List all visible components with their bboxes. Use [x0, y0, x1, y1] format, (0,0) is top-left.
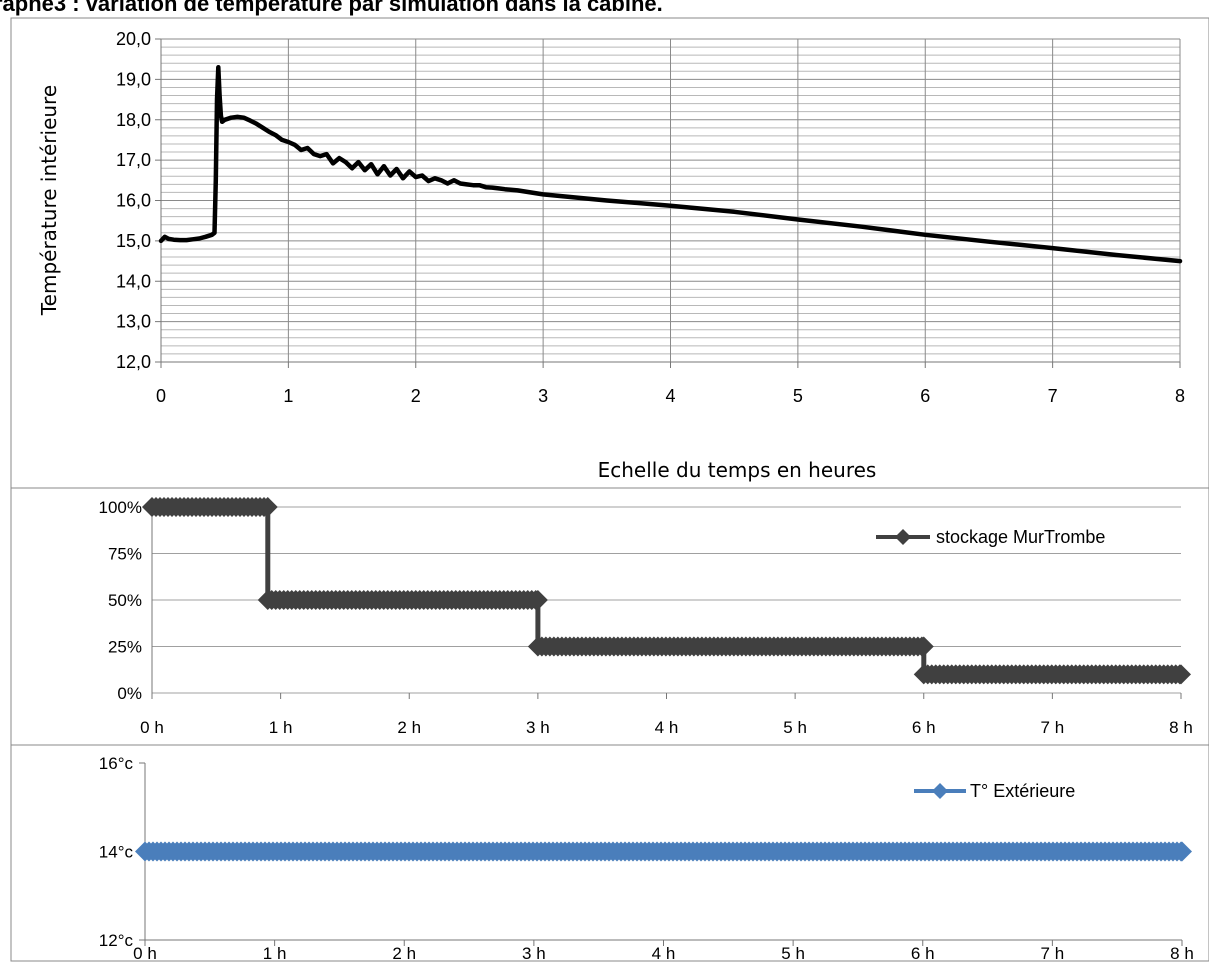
x-tick-label: 6 h — [911, 944, 935, 962]
x-tick-label: 5 h — [783, 718, 807, 737]
x-tick-label: 8 h — [1169, 718, 1193, 737]
x-tick-label: 7 h — [1041, 944, 1065, 962]
x-tick-label: 3 h — [522, 944, 546, 962]
legend-swatch-marker — [932, 783, 948, 799]
x-tick-label: 6 h — [912, 718, 936, 737]
data-point-marker — [257, 497, 278, 517]
chart1-frame — [10, 17, 1209, 489]
chart3-frame — [10, 744, 1209, 962]
x-tick-label: 7 h — [1041, 718, 1065, 737]
x-tick-label: 6 — [920, 386, 930, 406]
legend-label: stockage MurTrombe — [936, 527, 1105, 547]
chart2-ticks: 0% 25% 50% 75% 100% 0 h 1 h 2 h 3 h 4 h 5 h 6 h 7 h 8… — [99, 498, 1193, 737]
x-tick-label: 5 h — [781, 944, 805, 962]
chart1-y-axis-label: Température intérieure — [37, 85, 61, 316]
y-tick-label: 75% — [108, 545, 142, 564]
chart2-legend: stockage MurTrombe — [876, 527, 1105, 547]
x-tick-label: 2 — [411, 386, 421, 406]
x-tick-label: 5 — [793, 386, 803, 406]
data-point-marker — [913, 636, 934, 657]
y-tick-label: 14,0 — [116, 271, 151, 291]
chart2-grid — [151, 506, 1182, 699]
data-point-marker — [1171, 664, 1191, 685]
y-tick-label: 14°c — [99, 843, 134, 862]
y-tick-label: 12°c — [99, 931, 134, 950]
data-point-marker — [527, 590, 548, 610]
x-tick-label: 8 — [1175, 386, 1185, 406]
x-tick-label: 2 h — [397, 718, 421, 737]
y-tick-label: 18,0 — [116, 110, 151, 130]
x-tick-label: 0 — [156, 386, 166, 406]
chart1-x-axis-label: Echelle du temps en heures — [598, 458, 877, 482]
y-tick-label: 15,0 — [116, 231, 151, 251]
chart3-ticks: 12°c 14°c 16°c 0 h 1 h 2 h 3 h 4 h 5 h 6 h 7 h 8 h — [99, 754, 1194, 962]
y-tick-label: 100% — [99, 498, 142, 517]
x-tick-label: 4 h — [655, 718, 679, 737]
y-tick-label: 19,0 — [116, 69, 151, 89]
x-tick-label: 7 — [1048, 386, 1058, 406]
y-tick-label: 16,0 — [116, 191, 151, 211]
y-tick-label: 20,0 — [116, 29, 151, 49]
x-tick-label: 8 h — [1170, 944, 1194, 962]
x-tick-label: 0 h — [133, 944, 157, 962]
y-tick-label: 16°c — [99, 754, 134, 773]
x-tick-label: 4 — [665, 386, 675, 406]
chart1-grid — [155, 38, 1181, 368]
y-tick-label: 13,0 — [116, 312, 151, 332]
x-tick-label: 3 h — [526, 718, 550, 737]
y-tick-label: 25% — [108, 638, 142, 657]
x-tick-label: 3 — [538, 386, 548, 406]
y-tick-label: 12,0 — [116, 352, 151, 372]
chart1-series — [158, 65, 1183, 264]
chart3-legend: T° Extérieure — [914, 781, 1075, 801]
chart3-series — [135, 841, 1192, 862]
x-tick-label: 1 — [283, 386, 293, 406]
chart2-series — [142, 497, 1191, 685]
x-tick-label: 1 h — [269, 718, 293, 737]
x-tick-label: 0 h — [140, 718, 164, 737]
page-title: raphe3 : variation de température par si… — [0, 0, 663, 16]
x-tick-label: 4 h — [652, 944, 676, 962]
chart1-ticks: 12,0 13,0 14,0 15,0 16,0 17,0 18,0 19,0 20,0 0 1 2 3… — [116, 29, 1185, 406]
x-tick-label: 2 h — [392, 944, 416, 962]
series-line-temperature — [158, 65, 1183, 264]
legend-label: T° Extérieure — [970, 781, 1075, 801]
y-tick-label: 50% — [108, 591, 142, 610]
data-point-marker — [1172, 841, 1192, 862]
y-tick-label: 0% — [117, 684, 142, 703]
legend-swatch-marker — [895, 529, 911, 545]
x-tick-label: 1 h — [263, 944, 287, 962]
y-tick-label: 17,0 — [116, 150, 151, 170]
